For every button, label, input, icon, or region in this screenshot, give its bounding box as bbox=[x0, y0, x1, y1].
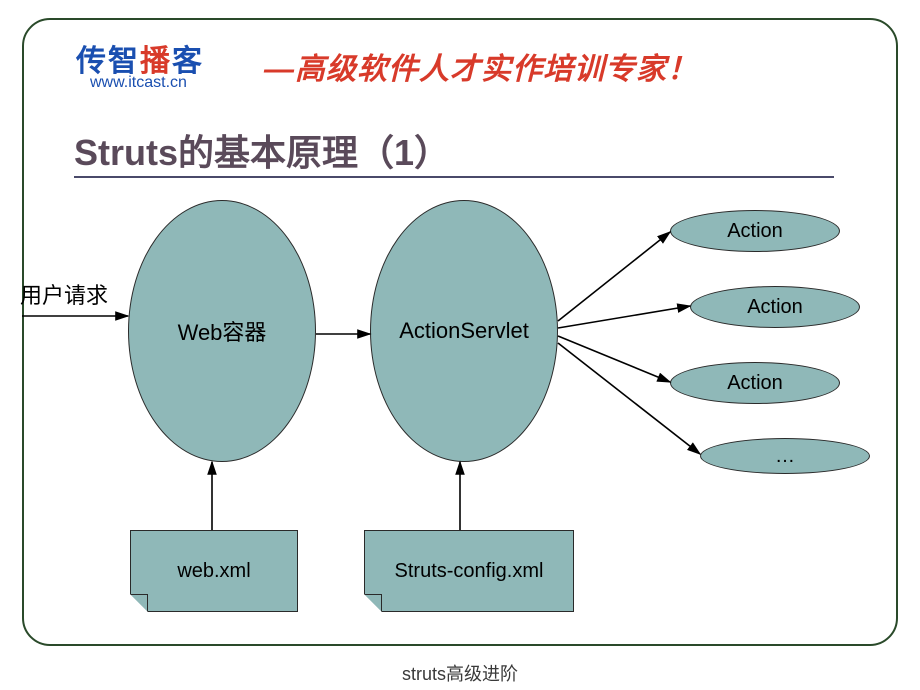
node-action-1: Action bbox=[690, 286, 860, 328]
note-fold-icon bbox=[130, 594, 148, 612]
note-webxml: web.xml bbox=[130, 530, 298, 612]
node-action-0: Action bbox=[670, 210, 840, 252]
node-action-3: … bbox=[700, 438, 870, 474]
node-action-2-label: Action bbox=[727, 372, 783, 395]
note-struts-config: Struts-config.xml bbox=[364, 530, 574, 612]
note-webxml-label: web.xml bbox=[177, 560, 250, 583]
node-action-1-label: Action bbox=[747, 296, 803, 319]
node-action-servlet-label: ActionServlet bbox=[399, 318, 529, 344]
node-web-container: Web容器 bbox=[128, 200, 316, 462]
node-action-servlet: ActionServlet bbox=[370, 200, 558, 462]
footer-text: struts高级进阶 bbox=[0, 660, 920, 686]
node-action-0-label: Action bbox=[727, 220, 783, 243]
request-label: 用户请求 bbox=[20, 278, 108, 310]
node-web-container-label: Web容器 bbox=[178, 315, 267, 347]
note-struts-config-label: Struts-config.xml bbox=[395, 560, 544, 583]
node-action-2: Action bbox=[670, 362, 840, 404]
note-fold-icon bbox=[364, 594, 382, 612]
node-action-3-label: … bbox=[775, 445, 795, 468]
diagram-canvas: 用户请求 Web容器 ActionServlet Action Action A… bbox=[0, 0, 920, 690]
